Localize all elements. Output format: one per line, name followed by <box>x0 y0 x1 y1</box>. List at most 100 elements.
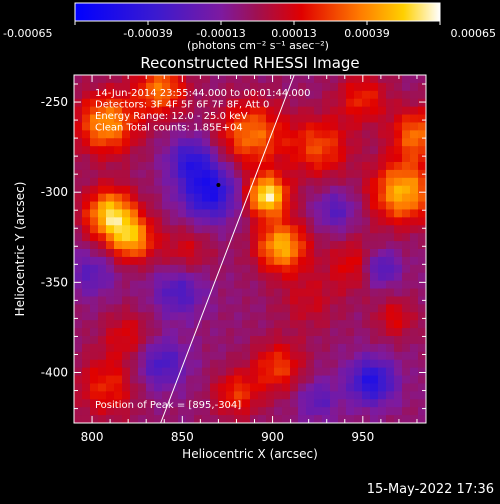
heatmap-cell <box>82 256 91 266</box>
heatmap-cell <box>370 90 379 100</box>
heatmap-cell <box>98 154 107 163</box>
heatmap-cell <box>234 130 243 139</box>
heatmap-cell <box>274 359 283 369</box>
heatmap-cell <box>210 114 219 124</box>
heatmap-cell <box>282 201 291 211</box>
heatmap-cell <box>370 130 379 139</box>
heatmap-cell <box>378 177 387 187</box>
heatmap-cell <box>226 177 235 187</box>
heatmap-cell <box>402 146 411 155</box>
heatmap-cell <box>234 359 243 369</box>
heatmap-cell <box>314 201 323 211</box>
heatmap-cell <box>258 233 267 242</box>
heatmap-cell <box>170 122 179 131</box>
heatmap-cell <box>162 169 171 179</box>
heatmap-cell <box>354 201 363 211</box>
heatmap-cell <box>234 138 243 147</box>
heatmap-cell <box>98 415 107 423</box>
heatmap-cell <box>258 304 267 313</box>
heatmap-cell <box>210 82 219 92</box>
heatmap-cell <box>226 114 235 124</box>
heatmap-cell <box>378 407 387 416</box>
heatmap-cell <box>106 75 115 84</box>
heatmap-cell <box>138 146 147 155</box>
heatmap-cell <box>122 75 131 84</box>
heatmap-cell <box>274 407 283 416</box>
heatmap-cell <box>322 280 331 290</box>
heatmap-cell <box>122 201 131 211</box>
heatmap-cell <box>154 249 163 258</box>
heatmap-cell <box>354 122 363 131</box>
heatmap-cell <box>90 304 99 313</box>
heatmap-cell <box>314 122 323 131</box>
heatmap-cell <box>90 272 99 282</box>
y-tick-label: -300 <box>41 185 68 199</box>
heatmap-cell <box>258 130 267 139</box>
heatmap-cell <box>258 114 267 124</box>
heatmap-cell <box>146 162 155 171</box>
heatmap-cell <box>410 241 419 250</box>
heatmap-cell <box>194 177 203 187</box>
heatmap-cell <box>314 304 323 313</box>
heatmap-cell <box>378 296 387 305</box>
heatmap-cell <box>386 343 395 353</box>
heatmap-cell <box>338 351 347 361</box>
heatmap-cell <box>314 185 323 195</box>
heatmap-cell <box>282 193 291 203</box>
heatmap-cell <box>394 217 403 226</box>
heatmap-cell <box>370 169 379 179</box>
heatmap-cell <box>394 209 403 218</box>
heatmap-cell <box>274 336 283 345</box>
heatmap-cell <box>402 130 411 139</box>
heatmap-cell <box>330 193 339 203</box>
heatmap-cell <box>274 399 283 408</box>
heatmap-cell <box>138 391 147 400</box>
heatmap-cell <box>386 154 395 163</box>
heatmap-cell <box>242 343 251 353</box>
heatmap-cell <box>346 264 355 274</box>
heatmap-cell <box>194 146 203 155</box>
heatmap-cell <box>186 288 195 298</box>
heatmap-cell <box>258 320 267 329</box>
heatmap-cell <box>122 177 131 187</box>
heatmap-cell <box>346 336 355 345</box>
heatmap-cell <box>98 201 107 211</box>
heatmap-cell <box>370 383 379 392</box>
heatmap-cell <box>242 169 251 179</box>
heatmap-cell <box>178 177 187 187</box>
heatmap-cell <box>154 399 163 408</box>
y-tick-label: -350 <box>41 275 68 289</box>
x-tick-label: 950 <box>351 430 374 444</box>
colorbar-tick-label: 0.00013 <box>271 27 317 40</box>
heatmap-cell <box>290 328 299 337</box>
heatmap-cell <box>298 312 307 321</box>
heatmap-cell <box>146 185 155 195</box>
heatmap-cell <box>266 185 275 195</box>
y-tick-label: -400 <box>41 366 68 380</box>
heatmap-cell <box>330 233 339 242</box>
heatmap-cell <box>202 272 211 282</box>
heatmap-cell <box>218 280 227 290</box>
heatmap-cell <box>354 264 363 274</box>
heatmap-cell <box>130 312 139 321</box>
heatmap-cell <box>274 272 283 282</box>
heatmap-cell <box>106 233 115 242</box>
heatmap-cell <box>394 98 403 108</box>
heatmap-cell <box>82 209 91 218</box>
heatmap-cell <box>74 399 83 408</box>
heatmap-cell <box>330 241 339 250</box>
heatmap-cell <box>354 288 363 298</box>
heatmap-cell <box>226 90 235 100</box>
heatmap-cell <box>386 336 395 345</box>
heatmap-cell <box>258 288 267 298</box>
heatmap-cell <box>98 391 107 400</box>
heatmap-cell <box>410 154 419 163</box>
heatmap-cell <box>370 201 379 211</box>
heatmap-cell <box>178 288 187 298</box>
heatmap-cell <box>242 98 251 108</box>
heatmap-cell <box>354 209 363 218</box>
heatmap-cell <box>82 320 91 329</box>
heatmap-cell <box>410 375 419 385</box>
heatmap-cell <box>210 169 219 179</box>
heatmap-cell <box>402 249 411 258</box>
